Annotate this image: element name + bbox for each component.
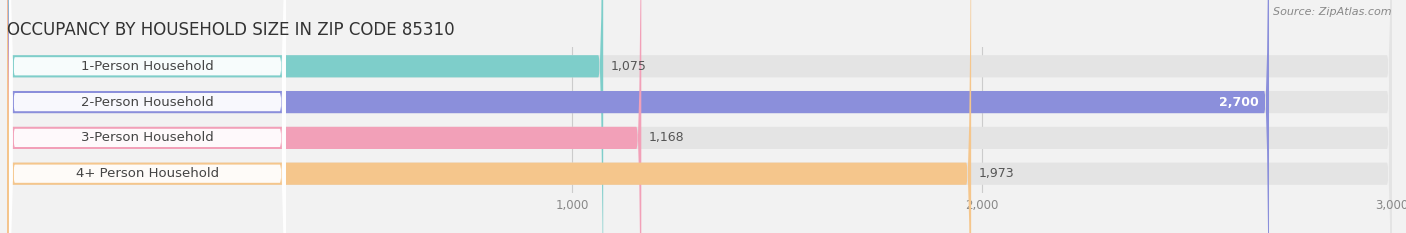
- FancyBboxPatch shape: [7, 0, 1392, 233]
- Text: 1,168: 1,168: [648, 131, 685, 144]
- Text: 1-Person Household: 1-Person Household: [82, 60, 214, 73]
- Text: 1,075: 1,075: [610, 60, 647, 73]
- Text: 4+ Person Household: 4+ Person Household: [76, 167, 219, 180]
- Text: Source: ZipAtlas.com: Source: ZipAtlas.com: [1274, 7, 1392, 17]
- Text: 2-Person Household: 2-Person Household: [82, 96, 214, 109]
- FancyBboxPatch shape: [8, 0, 285, 233]
- FancyBboxPatch shape: [8, 0, 285, 233]
- FancyBboxPatch shape: [7, 0, 641, 233]
- Text: OCCUPANCY BY HOUSEHOLD SIZE IN ZIP CODE 85310: OCCUPANCY BY HOUSEHOLD SIZE IN ZIP CODE …: [7, 21, 454, 39]
- FancyBboxPatch shape: [7, 0, 1392, 233]
- FancyBboxPatch shape: [8, 0, 285, 233]
- FancyBboxPatch shape: [7, 0, 972, 233]
- FancyBboxPatch shape: [7, 0, 1392, 233]
- Text: 2,700: 2,700: [1219, 96, 1258, 109]
- FancyBboxPatch shape: [7, 0, 1392, 233]
- Text: 1,973: 1,973: [979, 167, 1014, 180]
- FancyBboxPatch shape: [7, 0, 1270, 233]
- FancyBboxPatch shape: [7, 0, 603, 233]
- FancyBboxPatch shape: [8, 0, 285, 233]
- Text: 3-Person Household: 3-Person Household: [82, 131, 214, 144]
